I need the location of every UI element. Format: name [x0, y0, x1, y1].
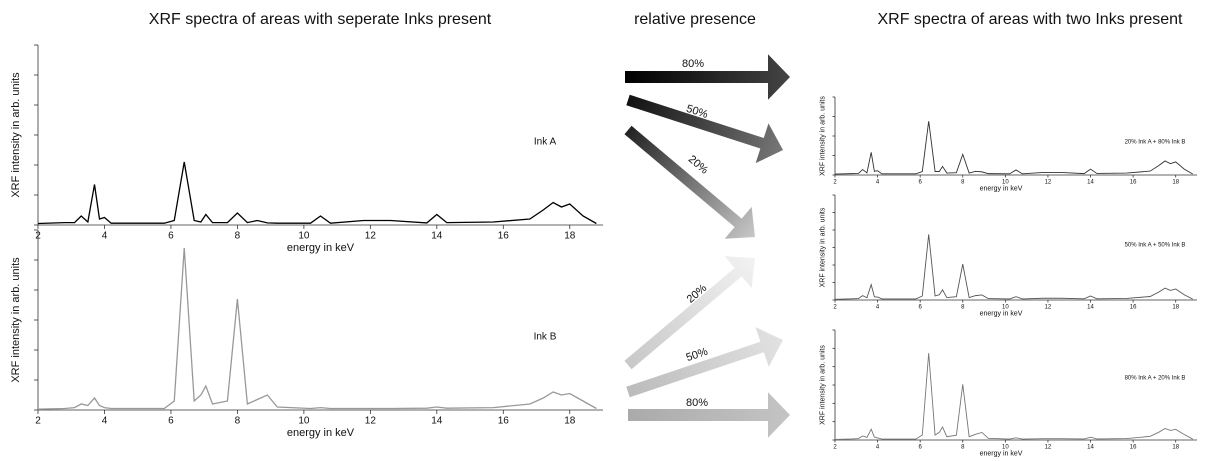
x-tick-label: 8 [961, 444, 965, 450]
y-axis-label: XRF intensity in arb. units [819, 345, 826, 425]
x-tick-label: 8 [961, 179, 965, 185]
x-tick-label: 8 [235, 416, 241, 427]
x-tick-label: 8 [235, 231, 241, 242]
x-tick-label: 12 [1045, 444, 1052, 450]
x-tick-label: 14 [431, 231, 443, 242]
arrow-shape [628, 392, 790, 438]
x-tick-label: 4 [876, 179, 880, 185]
arrow-shape [624, 256, 756, 370]
series-label: Ink B [534, 332, 557, 343]
arrow-shape [624, 125, 756, 239]
heading-left: XRF spectra of areas with seperate Inks … [149, 11, 492, 28]
y-axis-label: XRF intensity in arb. units [819, 96, 826, 176]
x-tick-label: 12 [365, 231, 377, 242]
x-tick-label: 16 [1130, 179, 1137, 185]
x-tick-label: 10 [298, 416, 310, 427]
y-axis-label: XRF intensity in arb. units [10, 72, 22, 198]
x-tick-label: 18 [1172, 304, 1179, 310]
x-tick-label: 16 [498, 231, 510, 242]
x-tick-label: 4 [102, 231, 108, 242]
x-tick-label: 6 [919, 179, 923, 185]
x-tick-label: 10 [1002, 179, 1009, 185]
x-tick-label: 10 [1002, 444, 1009, 450]
arrow-label: 20% [686, 153, 711, 177]
x-tick-label: 6 [168, 231, 174, 242]
x-tick-label: 4 [876, 304, 880, 310]
x-tick-label: 2 [833, 179, 837, 185]
arrow-label: 80% [682, 58, 704, 70]
arrow [628, 392, 790, 438]
arrow [626, 327, 784, 398]
x-tick-label: 12 [1045, 304, 1052, 310]
arrow-shape [626, 327, 784, 398]
x-tick-label: 18 [1172, 179, 1179, 185]
spectrum-line [834, 234, 1193, 300]
x-tick-label: 2 [35, 416, 41, 427]
x-tick-label: 16 [498, 416, 510, 427]
spectrum-line [834, 121, 1193, 175]
x-tick-label: 12 [365, 416, 377, 427]
arrow-label: 80% [686, 397, 708, 409]
x-tick-label: 18 [1172, 444, 1179, 450]
y-axis-label: XRF intensity in arb. units [819, 207, 826, 287]
x-axis-label: energy in keV [287, 427, 355, 439]
x-tick-label: 6 [168, 416, 174, 427]
arrow-shape [626, 94, 784, 164]
arrow [624, 256, 756, 370]
x-axis-label: energy in keV [980, 451, 1023, 458]
series-label: Ink A [534, 137, 557, 148]
series-label: 20% Ink A + 80% Ink B [1125, 140, 1186, 146]
heading-right: XRF spectra of areas with two Inks prese… [877, 11, 1183, 28]
x-tick-label: 10 [298, 231, 310, 242]
x-axis-label: energy in keV [980, 186, 1023, 193]
spectrum-line [37, 161, 597, 225]
x-tick-label: 14 [1087, 179, 1094, 185]
arrow [625, 54, 790, 100]
x-tick-label: 2 [833, 444, 837, 450]
x-tick-label: 18 [564, 231, 576, 242]
spectrum-line [37, 247, 597, 410]
y-axis-label: XRF intensity in arb. units [10, 257, 22, 383]
x-tick-label: 6 [919, 304, 923, 310]
x-tick-label: 16 [1130, 304, 1137, 310]
heading-middle: relative presence [634, 11, 756, 28]
x-tick-label: 6 [919, 444, 923, 450]
x-tick-label: 14 [431, 416, 443, 427]
arrow [626, 94, 784, 164]
x-tick-label: 4 [876, 444, 880, 450]
x-tick-label: 18 [564, 416, 576, 427]
x-tick-label: 12 [1045, 179, 1052, 185]
x-tick-label: 14 [1087, 304, 1094, 310]
series-label: 50% Ink A + 50% Ink B [1125, 243, 1186, 249]
x-axis-label: energy in keV [980, 311, 1023, 318]
x-tick-label: 8 [961, 304, 965, 310]
series-label: 80% Ink A + 20% Ink B [1125, 376, 1186, 382]
x-axis-label: energy in keV [287, 242, 355, 254]
x-tick-label: 16 [1130, 444, 1137, 450]
x-tick-label: 2 [833, 304, 837, 310]
arrow-shape [625, 54, 790, 100]
x-tick-label: 14 [1087, 444, 1094, 450]
arrow [624, 125, 756, 239]
spectrum-line [834, 353, 1193, 440]
x-tick-label: 4 [102, 416, 108, 427]
x-tick-label: 10 [1002, 304, 1009, 310]
